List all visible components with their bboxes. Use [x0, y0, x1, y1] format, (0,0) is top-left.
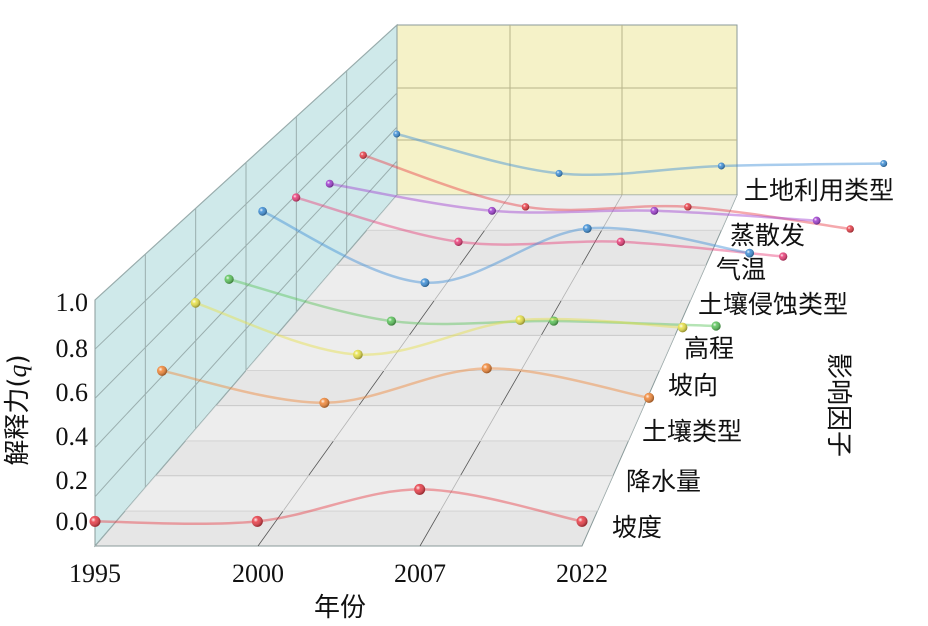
- x-tick-label: 2022: [556, 559, 608, 588]
- data-point-shine: [616, 237, 625, 246]
- category-label: 降水量: [626, 467, 701, 496]
- data-point-shine: [576, 515, 588, 527]
- data-point-shine: [190, 298, 201, 308]
- data-point-shine: [224, 274, 234, 284]
- floor-lane-band: [125, 475, 613, 511]
- data-point-shine: [393, 130, 401, 138]
- floor-lane-band: [366, 195, 737, 231]
- series-line: [396, 132, 884, 176]
- category-label: 蒸散发: [730, 221, 805, 250]
- series-line: [94, 488, 583, 526]
- y-tick-label: 1.0: [56, 288, 89, 317]
- floor-lane-band: [185, 405, 644, 441]
- series-line: [262, 210, 750, 284]
- y-axis-title-suffix: ): [3, 354, 33, 364]
- category-labels: 坡度 降水量 土壤类型 坡向 高程 土壤侵蚀类型 气温 蒸散发 土地利用类型: [612, 176, 894, 542]
- y-tick-label: 0.6: [56, 378, 89, 407]
- z-axis-title: 影响因子: [823, 353, 853, 457]
- data-point-shine: [420, 278, 430, 288]
- data-point-shine: [325, 179, 334, 188]
- floor-lane-band: [306, 265, 706, 301]
- data-point-shine: [515, 315, 526, 325]
- category-label: 高程: [684, 334, 734, 363]
- y-tick-label: 0.8: [56, 334, 89, 363]
- series-line: [161, 367, 650, 405]
- x-axis-title: 年份: [314, 593, 366, 623]
- floor-grid: [125, 194, 737, 547]
- data-point-shine: [684, 203, 692, 211]
- data-point-shine: [251, 515, 263, 527]
- data-point-shine: [745, 248, 754, 258]
- data-point-shine: [353, 349, 363, 360]
- data-point-shine: [582, 224, 592, 233]
- data-point-shine: [414, 483, 426, 495]
- data-point-shine: [880, 160, 888, 167]
- category-label: 坡向: [668, 371, 718, 400]
- data-point-shine: [549, 316, 559, 326]
- z-axis-title-text: 影响因子: [823, 353, 853, 457]
- x-tick-label: 2007: [394, 559, 446, 588]
- series-line: [195, 301, 683, 356]
- data-point-shine: [89, 515, 101, 527]
- x-tick-labels: 1995 2000 2007 2022: [69, 559, 608, 588]
- series-line: [228, 278, 717, 328]
- data-point-shine: [319, 397, 330, 408]
- series-line: [295, 196, 784, 258]
- data-point-shine: [812, 216, 821, 225]
- data-point-shine: [454, 237, 463, 246]
- y-tick-label: 0.4: [56, 422, 89, 451]
- y-tick-label: 0.0: [56, 507, 89, 536]
- data-point-shine: [156, 365, 168, 376]
- data-point-shine: [481, 363, 492, 374]
- category-label: 土壤侵蚀类型: [698, 290, 848, 319]
- series-line: [362, 153, 851, 231]
- data-point-shine: [717, 162, 725, 170]
- data-point-shine: [555, 169, 563, 177]
- data-point-shine: [291, 193, 301, 202]
- series-layer: [89, 130, 888, 527]
- y-tick-labels: 0.0 0.2 0.4 0.6 0.8 1.0: [56, 288, 89, 536]
- data-point-shine: [711, 321, 721, 331]
- y-tick-label: 0.2: [56, 466, 89, 495]
- data-point-shine: [643, 392, 655, 403]
- y-axis-title: 解释力(q): [3, 354, 33, 465]
- series-line: [329, 182, 817, 222]
- data-point-shine: [846, 225, 854, 233]
- data-point-shine: [258, 206, 267, 216]
- category-label: 气温: [716, 255, 766, 284]
- data-point-shine: [521, 203, 530, 211]
- y-axis-title-prefix: 解释力(: [3, 378, 33, 466]
- data-point-shine: [650, 206, 659, 215]
- category-label: 土壤类型: [642, 417, 742, 446]
- x-tick-label: 1995: [69, 559, 121, 588]
- floor-lane-band: [246, 335, 675, 371]
- back-wall: [396, 24, 738, 196]
- data-point-shine: [488, 206, 496, 215]
- y-axis-title-var: q: [3, 365, 32, 378]
- category-label: 土地利用类型: [744, 176, 894, 205]
- data-point-shine: [359, 151, 367, 159]
- data-point-shine: [386, 316, 397, 326]
- data-point-shine: [778, 252, 788, 261]
- data-point-shine: [677, 322, 688, 333]
- category-label: 坡度: [612, 513, 662, 542]
- x-tick-label: 2000: [232, 559, 284, 588]
